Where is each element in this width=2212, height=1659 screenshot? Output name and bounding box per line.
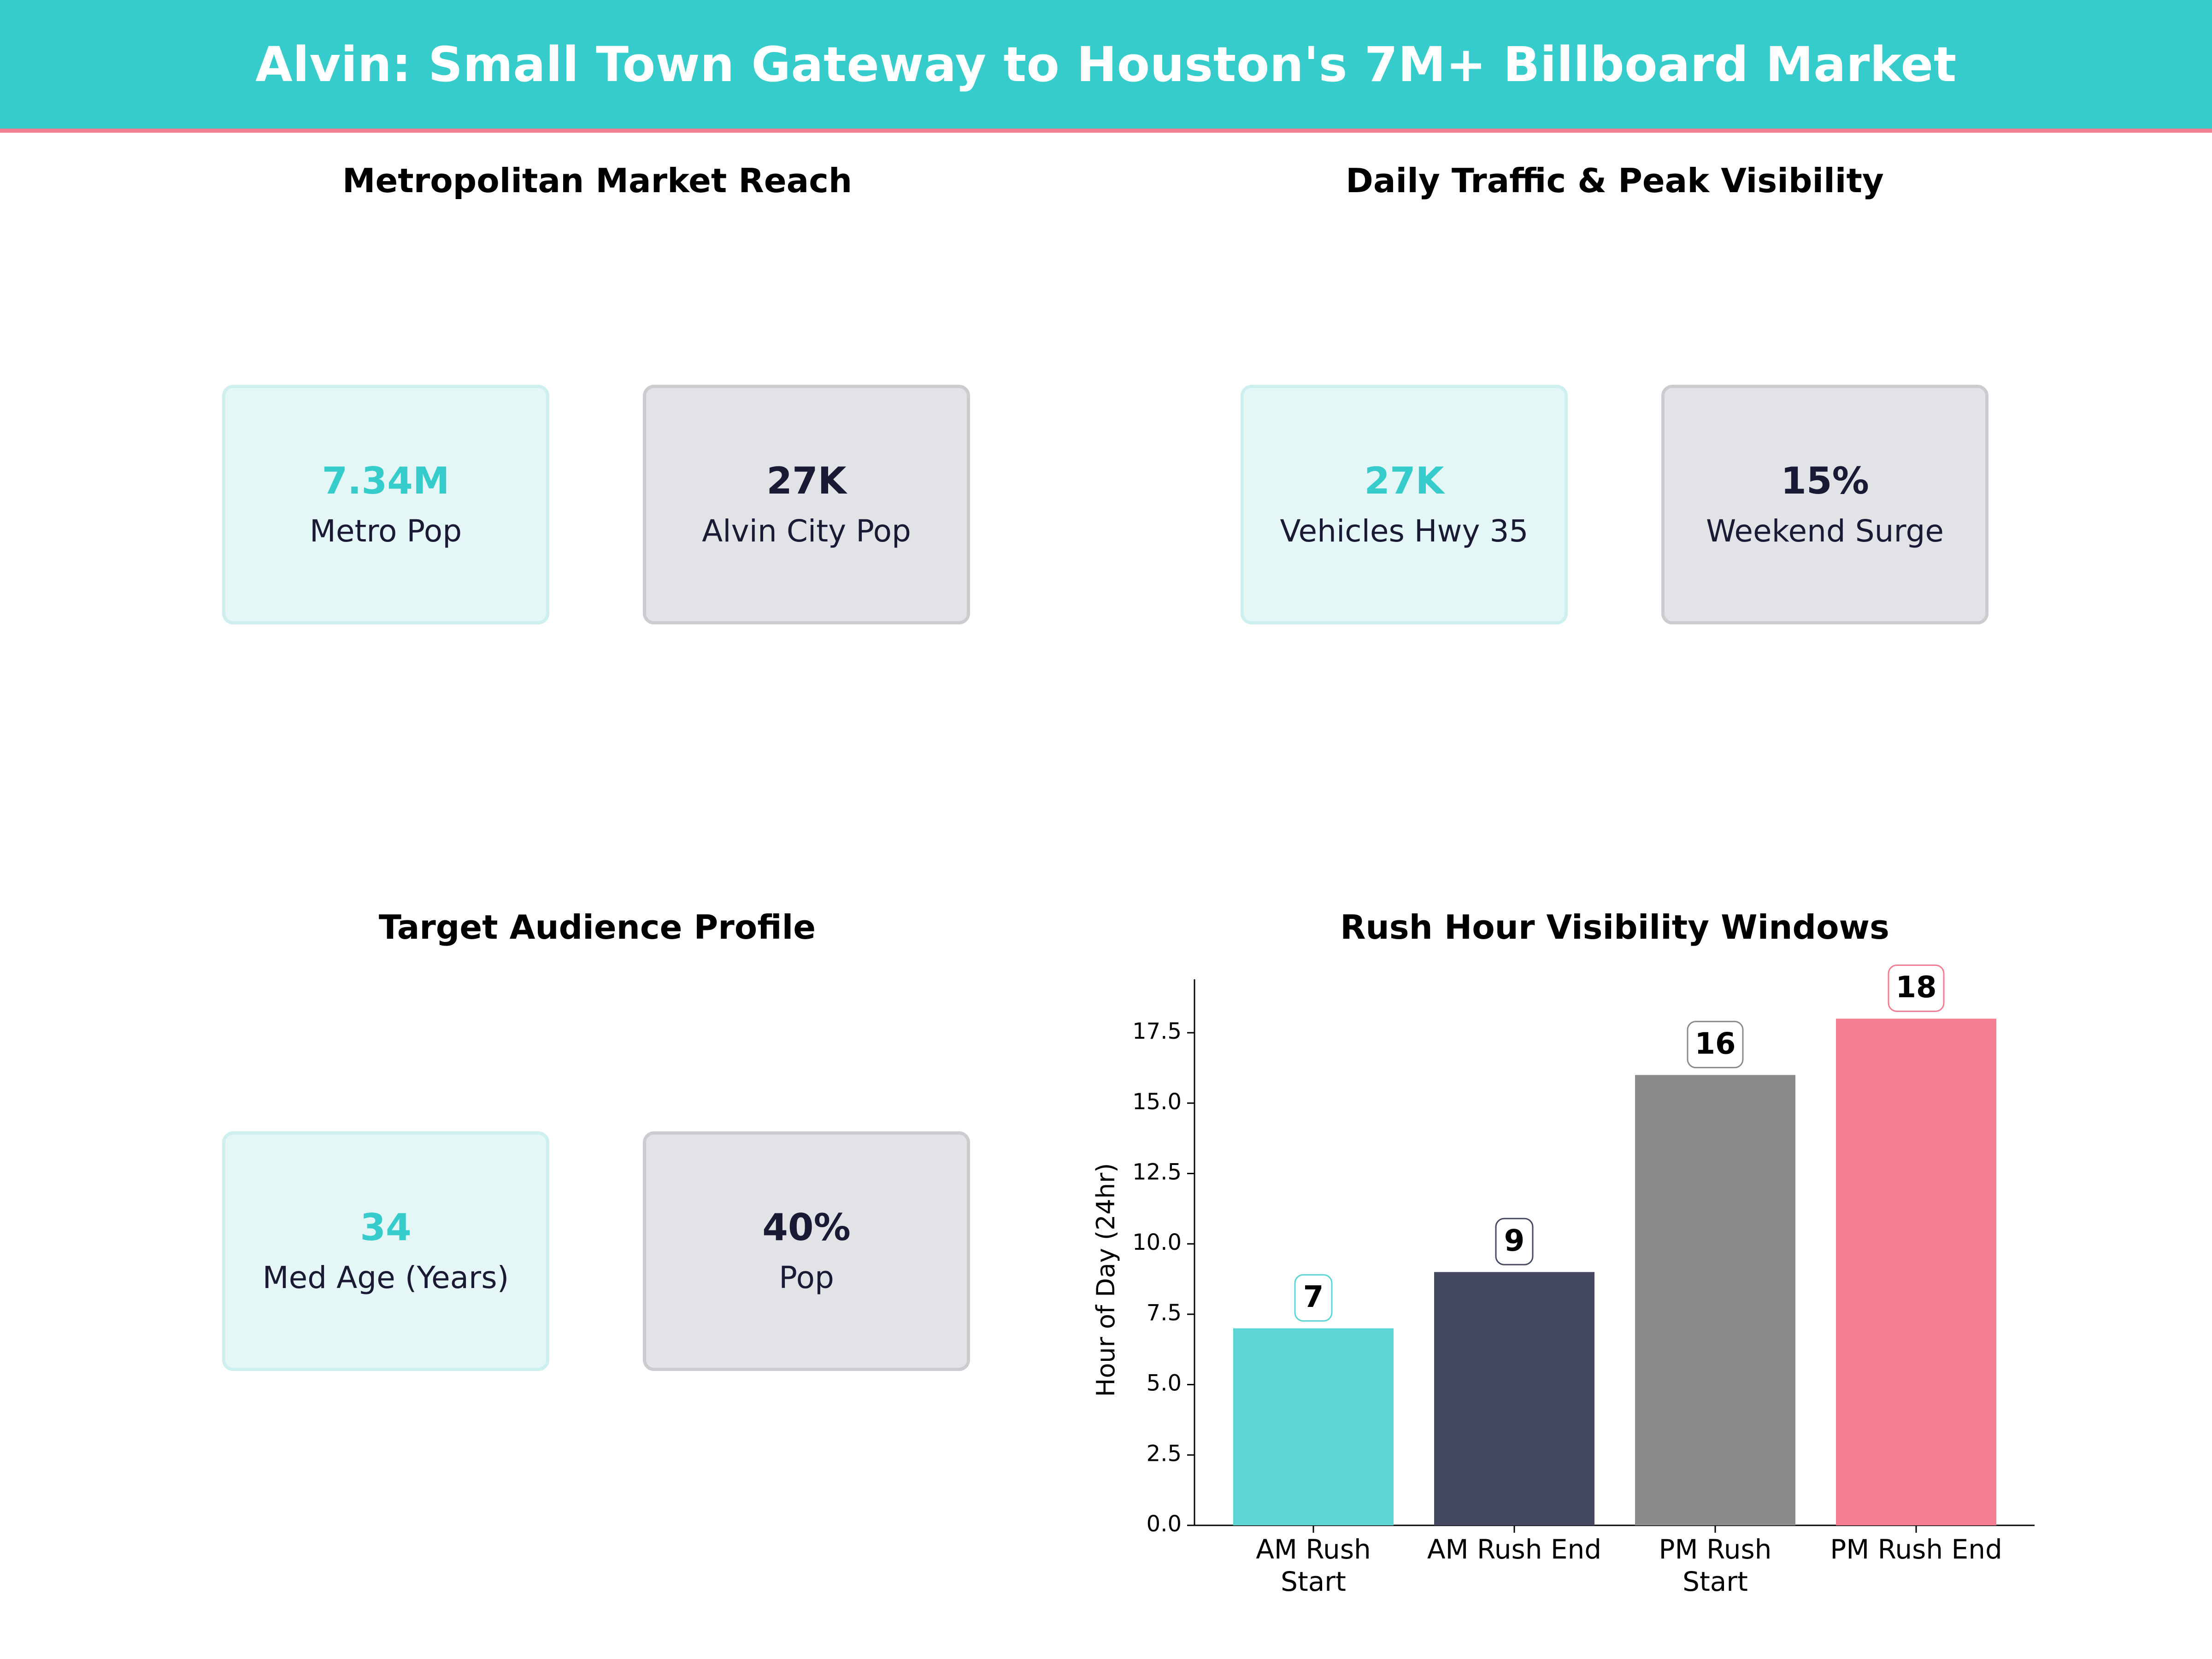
x-tick-label: AM Rush Start (1256, 1534, 1371, 1597)
metric-card-vehicles: 27K Vehicles Hwy 35 (1241, 385, 1568, 624)
metric-card-median-age: 34 Med Age (Years) (222, 1131, 549, 1371)
metric-label: Med Age (Years) (262, 1260, 509, 1295)
y-tick-label: 15.0 (1132, 1089, 1182, 1115)
y-tick-label: 7.5 (1147, 1300, 1182, 1326)
bar (1836, 1018, 1996, 1525)
bar (1233, 1328, 1394, 1525)
data-label-box (1294, 1274, 1333, 1322)
dashboard-title: Alvin: Small Town Gateway to Houston's 7… (255, 36, 1957, 93)
y-axis-label: Hour of Day (24hr) (1091, 1163, 1120, 1397)
bar (1434, 1272, 1594, 1525)
data-label: 18 (1895, 971, 1936, 1005)
panel-title-rush-hour: Rush Hour Visibility Windows (1340, 908, 1889, 947)
rush-hour-bar-chart: 0.0 2.5 5.0 7.5 10.0 12.5 15.0 17.5 Hour of Day … (1091, 965, 2035, 1597)
bar (1635, 1075, 1795, 1525)
metric-value: 40% (762, 1206, 851, 1249)
y-tick-label: 5.0 (1147, 1371, 1182, 1396)
metric-card-metro-pop: 7.34M Metro Pop (222, 385, 549, 624)
metric-value: 15% (1781, 459, 1869, 502)
panel-title-traffic: Daily Traffic & Peak Visibility (1346, 161, 1884, 200)
x-tick-label-line: AM Rush (1256, 1534, 1371, 1565)
metric-label: Weekend Surge (1706, 513, 1944, 549)
metric-label: Pop (779, 1260, 834, 1295)
panel-title-audience: Target Audience Profile (378, 908, 816, 947)
data-label-box (1888, 965, 1945, 1012)
y-tick-label: 0.0 (1147, 1511, 1182, 1537)
x-tick-label-line: PM Rush End (1830, 1534, 2002, 1565)
metric-label: Vehicles Hwy 35 (1280, 513, 1529, 549)
metric-card-city-pop: 27K Alvin City Pop (643, 385, 970, 624)
metric-label: Metro Pop (309, 513, 462, 549)
metric-card-pop-share: 40% Pop (643, 1131, 970, 1371)
y-tick-label: 10.0 (1132, 1230, 1182, 1255)
y-tick-label: 2.5 (1147, 1441, 1182, 1466)
data-label: 7 (1303, 1280, 1324, 1314)
data-label: 16 (1694, 1027, 1735, 1061)
x-tick-label-line: AM Rush End (1427, 1534, 1601, 1565)
data-label-box (1495, 1218, 1534, 1265)
x-tick-label: PM Rush Start (1659, 1534, 1772, 1597)
metric-value: 7.34M (322, 459, 450, 502)
metric-label: Alvin City Pop (702, 513, 911, 549)
x-tick-label-line: Start (1683, 1566, 1748, 1597)
dashboard-header: Alvin: Small Town Gateway to Houston's 7… (0, 0, 2212, 133)
data-label-box (1687, 1021, 1744, 1069)
data-label: 9 (1504, 1224, 1525, 1258)
x-tick-label: PM Rush End (1830, 1534, 2002, 1565)
metric-value: 34 (360, 1206, 412, 1249)
metric-value: 27K (1364, 459, 1444, 502)
metric-card-weekend-surge: 15% Weekend Surge (1661, 385, 1988, 624)
x-tick-label-line: Start (1281, 1566, 1346, 1597)
panel-title-market-reach: Metropolitan Market Reach (342, 161, 853, 200)
y-tick-label: 17.5 (1132, 1018, 1182, 1044)
metric-value: 27K (766, 459, 847, 502)
y-tick-label: 12.5 (1132, 1159, 1182, 1185)
x-tick-label-line: PM Rush (1659, 1534, 1772, 1565)
x-tick-label: AM Rush End (1427, 1534, 1601, 1565)
